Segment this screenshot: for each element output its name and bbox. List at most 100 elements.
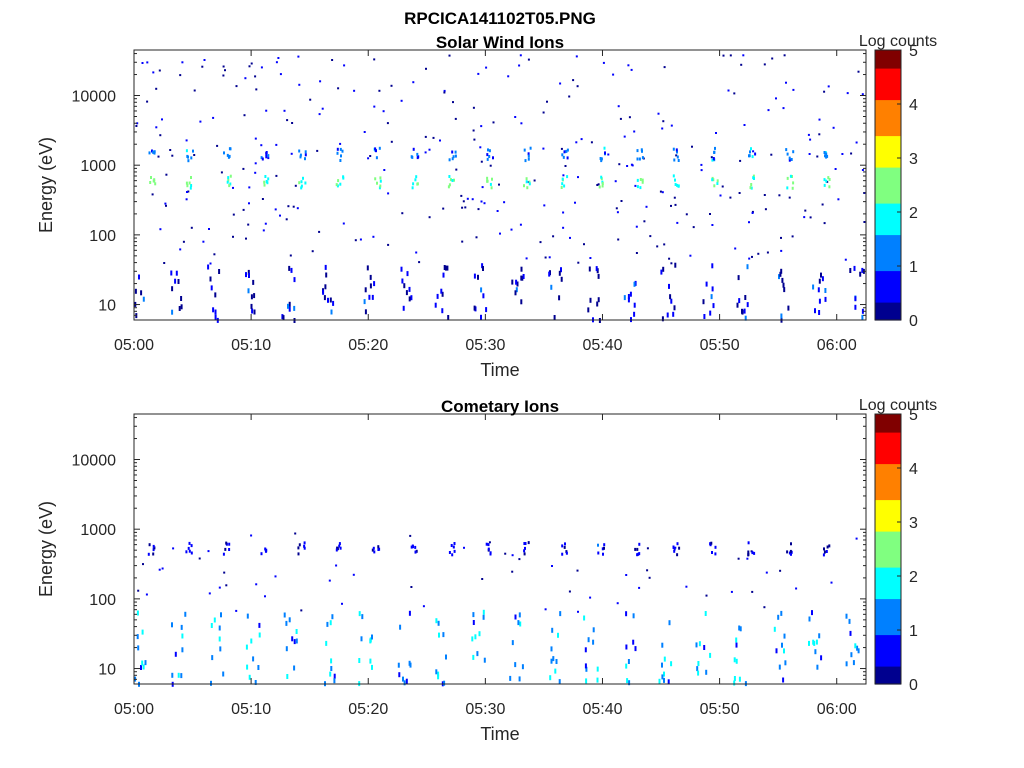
heatmap-cell [639,186,642,190]
heatmap-cell [633,311,636,317]
heatmap-cell [704,611,707,616]
heatmap-cell [445,654,447,660]
heatmap-cell [336,184,339,188]
colorbar-segment [875,477,901,483]
heatmap-cell [336,147,339,151]
colorbar-segment [875,427,901,433]
heatmap-cell [364,287,367,293]
heatmap-cell [403,680,406,686]
x-tick-label: 05:10 [231,701,271,718]
heatmap-cell [825,550,828,553]
heatmap-cell [861,169,864,171]
colorbar-segment [875,275,901,281]
heatmap-cell [568,95,571,98]
heatmap-cell [750,186,753,190]
heatmap-cell [587,637,590,643]
heatmap-cell [146,61,149,64]
heatmap-cell [773,626,776,632]
heatmap-cell [188,549,191,553]
heatmap-cell [475,236,478,239]
colorbar-segment [875,486,901,492]
heatmap-cell [340,154,342,158]
heatmap-cell [747,541,750,545]
colorbar-segment [875,221,901,227]
heatmap-cell [824,154,826,158]
colorbar-segment [875,571,901,577]
heatmap-cell [171,672,174,678]
heatmap-cell [290,152,293,155]
heatmap-cell [672,311,675,317]
heatmap-cell [516,281,519,287]
heatmap-cell [790,552,792,556]
heatmap-cell [482,614,485,620]
colorbar-segment [875,616,901,622]
heatmap-cell [298,543,301,547]
colorbar-segment [875,567,901,573]
heatmap-cell [633,281,636,287]
heatmap-cell [338,544,341,548]
heatmap-cell [321,107,324,110]
colorbar-label: Log counts [859,397,937,414]
heatmap-cell [712,157,715,160]
heatmap-cell [265,109,268,112]
colorbar-segment [875,216,901,222]
heatmap-cell [677,159,680,162]
colorbar-tick-label: 3 [909,151,918,168]
heatmap-cell [658,678,661,684]
heatmap-cell [277,57,280,59]
heatmap-cell [144,660,147,666]
heatmap-cell [425,67,427,70]
heatmap-cell [790,158,793,161]
heatmap-cell [435,669,438,675]
heatmap-cell [854,296,857,302]
heatmap-cell [250,62,253,65]
heatmap-cell [786,152,789,156]
heatmap-cell [557,632,559,638]
heatmap-cell [477,208,480,211]
heatmap-cell [597,551,600,555]
heatmap-cell [374,147,377,151]
heatmap-cell [827,176,830,180]
heatmap-cell [293,277,296,283]
heatmap-cell [702,299,705,305]
heatmap-cell [367,157,370,160]
colorbar-segment [875,535,901,541]
heatmap-cell [711,178,714,182]
heatmap-cell [373,58,376,61]
heatmap-cell [632,613,635,619]
heatmap-cell [663,66,666,69]
heatmap-cell [448,54,451,57]
heatmap-cell [151,193,154,196]
heatmap-cell [372,235,375,238]
heatmap-cell [190,544,193,548]
heatmap-cell [676,155,679,159]
heatmap-cell [566,156,569,160]
heatmap-cell [814,649,817,655]
heatmap-cell [452,545,455,549]
heatmap-cell [154,182,157,186]
heatmap-cell [635,252,638,254]
heatmap-cell [627,659,630,664]
heatmap-cell [676,553,679,557]
heatmap-cell [387,192,390,195]
heatmap-cell [260,552,263,556]
heatmap-cell [766,251,769,254]
heatmap-cell [697,670,700,676]
heatmap-cell [625,663,628,669]
heatmap-cell [780,236,782,239]
heatmap-cell [222,74,225,77]
heatmap-cell [402,676,404,682]
heatmap-cell [673,547,676,551]
colorbar-segment [875,63,901,69]
heatmap-cell [813,640,816,646]
heatmap-cell [263,180,266,184]
heatmap-cell [352,573,355,576]
heatmap-cell [526,186,529,190]
heatmap-cell [786,176,789,180]
colorbar-segment [875,207,901,213]
colorbar-segment [875,95,901,101]
heatmap-cell [560,186,563,189]
colorbar-segment [875,203,901,209]
heatmap-cell [287,205,290,208]
colorbar-segment [875,517,901,523]
